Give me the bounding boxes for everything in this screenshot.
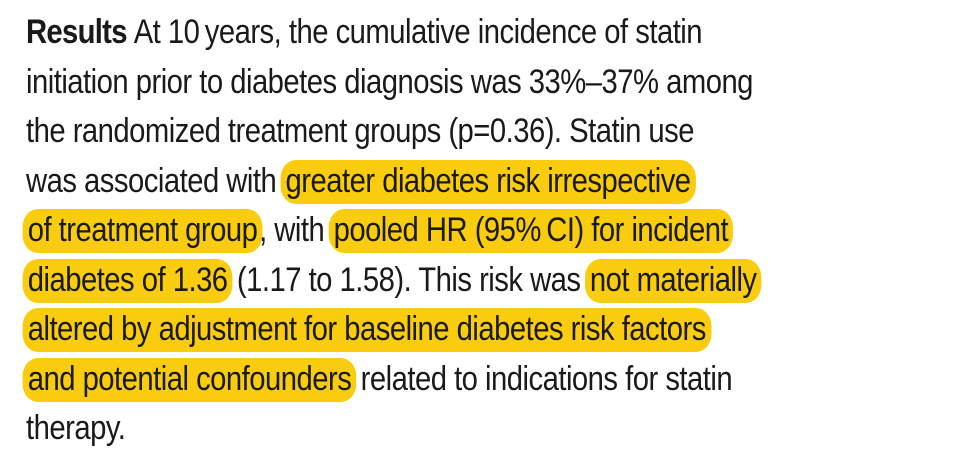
text-segment: At 10 years, the cumulative incidence of… xyxy=(133,13,703,51)
abstract-line: initiation prior to diabetes diagnosis w… xyxy=(26,58,956,108)
abstract-line: and potential confounders related to ind… xyxy=(22,355,956,405)
highlighted-phrase: altered by adjustment for baseline diabe… xyxy=(22,308,711,352)
text-segment: the randomized treatment groups (p=0.36)… xyxy=(26,112,695,150)
highlighted-phrase: and potential confounders xyxy=(22,357,357,402)
abstract-line: diabetes of 1.36 (1.17 to 1.58). This ri… xyxy=(22,256,956,306)
results-abstract: Results At 10 years, the cumulative incid… xyxy=(22,8,956,454)
highlighted-phrase: pooled HR (95% CI) for incident xyxy=(328,209,734,253)
abstract-line: therapy. xyxy=(26,404,956,454)
abstract-line: altered by adjustment for baseline diabe… xyxy=(22,305,956,355)
text-segment: (1.17 to 1.58). This risk was xyxy=(229,260,589,299)
highlighted-phrase: greater diabetes risk irrespective xyxy=(280,159,696,204)
text-segment: , with xyxy=(259,211,332,249)
abstract-line: was associated with greater diabetes ris… xyxy=(26,157,956,207)
text-segment: was associated with xyxy=(26,161,284,200)
text-segment: related to indications for statin xyxy=(353,359,733,398)
text-segment: therapy. xyxy=(26,409,126,447)
abstract-line: the randomized treatment groups (p=0.36)… xyxy=(26,107,956,157)
abstract-line: Results At 10 years, the cumulative incid… xyxy=(26,8,956,58)
section-heading: Results xyxy=(26,13,127,51)
text-segment: initiation prior to diabetes diagnosis w… xyxy=(26,62,753,101)
highlighted-phrase: not materially xyxy=(584,258,762,303)
highlighted-phrase: of treatment group xyxy=(22,209,263,253)
abstract-line: of treatment group, with pooled HR (95% … xyxy=(22,206,956,256)
highlighted-phrase: diabetes of 1.36 xyxy=(22,258,233,303)
